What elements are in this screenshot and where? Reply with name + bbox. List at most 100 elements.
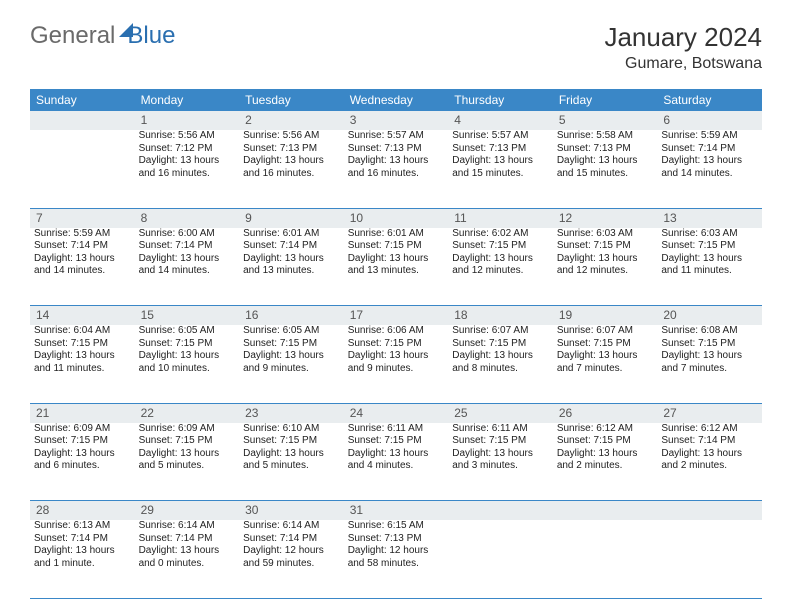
day-cell [30,130,135,208]
sunset-text: Sunset: 7:15 PM [452,240,549,253]
day-number: 13 [657,208,762,228]
day-cell: Sunrise: 6:00 AMSunset: 7:14 PMDaylight:… [135,228,240,306]
logo-text-blue: Blue [127,22,175,50]
week-row: Sunrise: 5:56 AMSunset: 7:12 PMDaylight:… [30,130,762,208]
day-cell: Sunrise: 6:14 AMSunset: 7:14 PMDaylight:… [135,520,240,598]
day-number: 9 [239,208,344,228]
day-cell: Sunrise: 6:06 AMSunset: 7:15 PMDaylight:… [344,325,449,403]
daylight-text: Daylight: 13 hours and 4 minutes. [348,448,445,473]
day-number: 7 [30,208,135,228]
day-number: 31 [344,501,449,521]
title-block: January 2024 Gumare, Botswana [604,22,762,73]
sunrise-text: Sunrise: 6:12 AM [557,423,654,436]
day-cell: Sunrise: 5:57 AMSunset: 7:13 PMDaylight:… [448,130,553,208]
day-cell: Sunrise: 5:59 AMSunset: 7:14 PMDaylight:… [657,130,762,208]
daylight-text: Daylight: 13 hours and 6 minutes. [34,448,131,473]
day-cell: Sunrise: 5:58 AMSunset: 7:13 PMDaylight:… [553,130,658,208]
day-number: 17 [344,306,449,326]
day-number: 1 [135,111,240,130]
week-row: Sunrise: 6:04 AMSunset: 7:15 PMDaylight:… [30,325,762,403]
day-header: Wednesday [344,89,449,111]
day-cell: Sunrise: 6:11 AMSunset: 7:15 PMDaylight:… [344,423,449,501]
sunset-text: Sunset: 7:15 PM [557,435,654,448]
day-cell: Sunrise: 6:09 AMSunset: 7:15 PMDaylight:… [135,423,240,501]
day-cell: Sunrise: 6:02 AMSunset: 7:15 PMDaylight:… [448,228,553,306]
sunrise-text: Sunrise: 6:01 AM [243,228,340,241]
day-number-row: 78910111213 [30,208,762,228]
sunset-text: Sunset: 7:14 PM [34,240,131,253]
day-cell [448,520,553,598]
day-number: 20 [657,306,762,326]
day-cell: Sunrise: 5:57 AMSunset: 7:13 PMDaylight:… [344,130,449,208]
sunrise-text: Sunrise: 5:59 AM [34,228,131,241]
sunrise-text: Sunrise: 6:05 AM [139,325,236,338]
day-cell: Sunrise: 5:59 AMSunset: 7:14 PMDaylight:… [30,228,135,306]
sunrise-text: Sunrise: 6:03 AM [557,228,654,241]
sunrise-text: Sunrise: 6:08 AM [661,325,758,338]
daylight-text: Daylight: 13 hours and 10 minutes. [139,350,236,375]
sunrise-text: Sunrise: 5:56 AM [243,130,340,143]
week-row: Sunrise: 6:09 AMSunset: 7:15 PMDaylight:… [30,423,762,501]
sunrise-text: Sunrise: 5:57 AM [348,130,445,143]
day-number: 21 [30,403,135,423]
sunset-text: Sunset: 7:15 PM [34,338,131,351]
day-number [30,111,135,130]
daylight-text: Daylight: 13 hours and 15 minutes. [557,155,654,180]
daylight-text: Daylight: 13 hours and 11 minutes. [661,253,758,278]
day-number: 8 [135,208,240,228]
sunrise-text: Sunrise: 6:04 AM [34,325,131,338]
sunrise-text: Sunrise: 6:07 AM [557,325,654,338]
sunset-text: Sunset: 7:15 PM [34,435,131,448]
sunset-text: Sunset: 7:15 PM [661,240,758,253]
logo-mark-icon [119,23,133,37]
sunrise-text: Sunrise: 6:07 AM [452,325,549,338]
sunset-text: Sunset: 7:15 PM [243,435,340,448]
day-number: 12 [553,208,658,228]
day-header: Tuesday [239,89,344,111]
day-header: Friday [553,89,658,111]
sunrise-text: Sunrise: 6:14 AM [243,520,340,533]
sunrise-text: Sunrise: 6:09 AM [34,423,131,436]
sunrise-text: Sunrise: 6:03 AM [661,228,758,241]
day-number: 10 [344,208,449,228]
daylight-text: Daylight: 13 hours and 0 minutes. [139,545,236,570]
sunrise-text: Sunrise: 6:01 AM [348,228,445,241]
daylight-text: Daylight: 13 hours and 12 minutes. [557,253,654,278]
sunset-text: Sunset: 7:15 PM [139,435,236,448]
daylight-text: Daylight: 13 hours and 15 minutes. [452,155,549,180]
sunset-text: Sunset: 7:15 PM [139,338,236,351]
day-number: 4 [448,111,553,130]
daylight-text: Daylight: 12 hours and 58 minutes. [348,545,445,570]
calendar-table: Sunday Monday Tuesday Wednesday Thursday… [30,89,762,599]
day-header-row: Sunday Monday Tuesday Wednesday Thursday… [30,89,762,111]
day-cell: Sunrise: 6:09 AMSunset: 7:15 PMDaylight:… [30,423,135,501]
day-cell: Sunrise: 6:12 AMSunset: 7:15 PMDaylight:… [553,423,658,501]
day-number: 25 [448,403,553,423]
daylight-text: Daylight: 13 hours and 11 minutes. [34,350,131,375]
daylight-text: Daylight: 13 hours and 2 minutes. [661,448,758,473]
day-cell: Sunrise: 5:56 AMSunset: 7:12 PMDaylight:… [135,130,240,208]
sunrise-text: Sunrise: 5:59 AM [661,130,758,143]
daylight-text: Daylight: 13 hours and 5 minutes. [243,448,340,473]
day-number [448,501,553,521]
header: General Blue January 2024 Gumare, Botswa… [30,22,762,73]
sunset-text: Sunset: 7:13 PM [243,143,340,156]
day-cell: Sunrise: 6:10 AMSunset: 7:15 PMDaylight:… [239,423,344,501]
sunrise-text: Sunrise: 6:05 AM [243,325,340,338]
day-number: 3 [344,111,449,130]
sunset-text: Sunset: 7:15 PM [452,435,549,448]
sunset-text: Sunset: 7:14 PM [661,435,758,448]
day-cell: Sunrise: 6:04 AMSunset: 7:15 PMDaylight:… [30,325,135,403]
day-number: 18 [448,306,553,326]
sunrise-text: Sunrise: 6:11 AM [348,423,445,436]
daylight-text: Daylight: 13 hours and 14 minutes. [34,253,131,278]
sunrise-text: Sunrise: 6:06 AM [348,325,445,338]
day-number: 11 [448,208,553,228]
day-cell [553,520,658,598]
daylight-text: Daylight: 13 hours and 8 minutes. [452,350,549,375]
day-header: Monday [135,89,240,111]
day-number: 15 [135,306,240,326]
day-cell: Sunrise: 6:07 AMSunset: 7:15 PMDaylight:… [553,325,658,403]
daylight-text: Daylight: 13 hours and 2 minutes. [557,448,654,473]
day-header: Sunday [30,89,135,111]
